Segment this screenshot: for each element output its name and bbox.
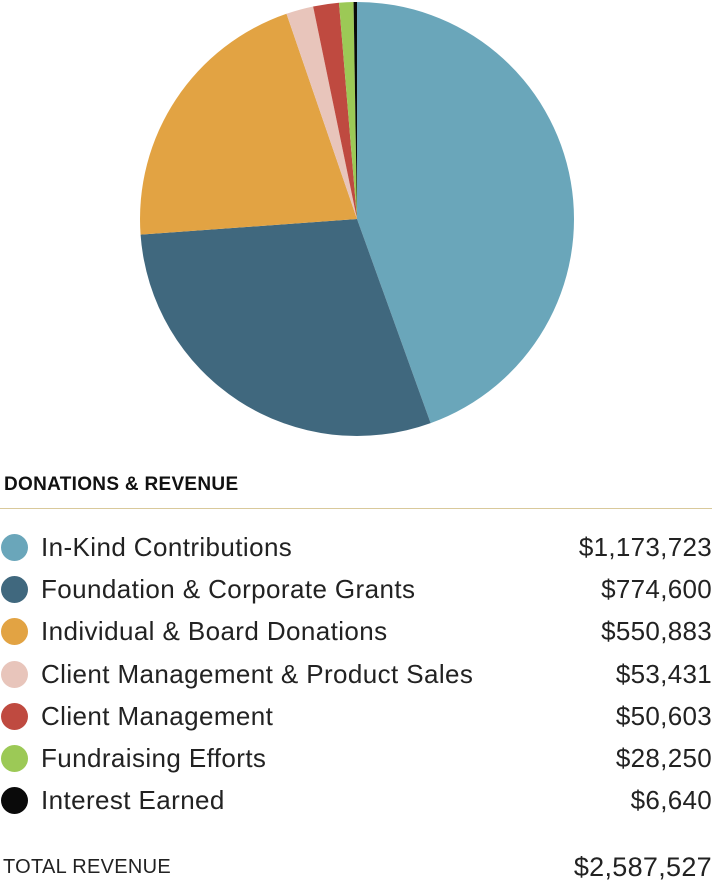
legend-label: Foundation & Corporate Grants [41, 573, 416, 604]
legend-value: $53,431 [615, 658, 712, 689]
pie-slice [353, 2, 357, 219]
legend-row: Individual & Board Donations $550,883 [0, 611, 712, 653]
legend-label: In-Kind Contributions [41, 531, 293, 562]
pie-chart [140, 2, 575, 437]
total-row: TOTAL REVENUE $2,587,527 [0, 850, 712, 884]
legend-value: $6,640 [630, 785, 712, 816]
section-title: DONATIONS & REVENUE [4, 474, 239, 495]
legend-value: $774,600 [601, 573, 712, 604]
legend-swatch [1, 745, 28, 773]
legend-label: Interest Earned [41, 785, 225, 816]
legend-label: Client Management [41, 700, 274, 731]
legend-row: In-Kind Contributions $1,173,723 [0, 526, 712, 568]
legend-value: $28,250 [615, 743, 712, 774]
pie-slice [140, 219, 431, 437]
legend-label: Fundraising Efforts [41, 743, 267, 774]
legend-value: $550,883 [601, 616, 712, 647]
legend-row: Client Management $50,603 [0, 695, 712, 737]
legend-swatch [1, 533, 28, 561]
legend-row: Client Management & Product Sales $53,43… [0, 653, 712, 695]
legend-swatch [1, 660, 28, 688]
legend-label: Client Management & Product Sales [41, 658, 474, 689]
legend-swatch [1, 618, 28, 646]
legend-swatch [1, 575, 28, 603]
pie-slice [338, 2, 357, 220]
legend-row: Fundraising Efforts $28,250 [0, 737, 712, 779]
pie-slice [313, 2, 357, 220]
legend-label: Individual & Board Donations [41, 616, 388, 647]
pie-slice [286, 6, 357, 220]
legend-swatch [1, 702, 28, 730]
total-value: $2,587,527 [573, 851, 712, 882]
total-label: TOTAL REVENUE [3, 855, 172, 878]
pie-slice [140, 13, 357, 235]
legend: In-Kind Contributions $1,173,723 Foundat… [0, 526, 712, 822]
legend-row: Foundation & Corporate Grants $774,600 [0, 568, 712, 610]
section-divider [0, 508, 712, 509]
legend-value: $1,173,723 [578, 531, 712, 562]
pie-slice [357, 2, 575, 424]
legend-row: Interest Earned $6,640 [0, 780, 712, 822]
legend-value: $50,603 [615, 700, 712, 731]
legend-swatch [1, 787, 28, 815]
